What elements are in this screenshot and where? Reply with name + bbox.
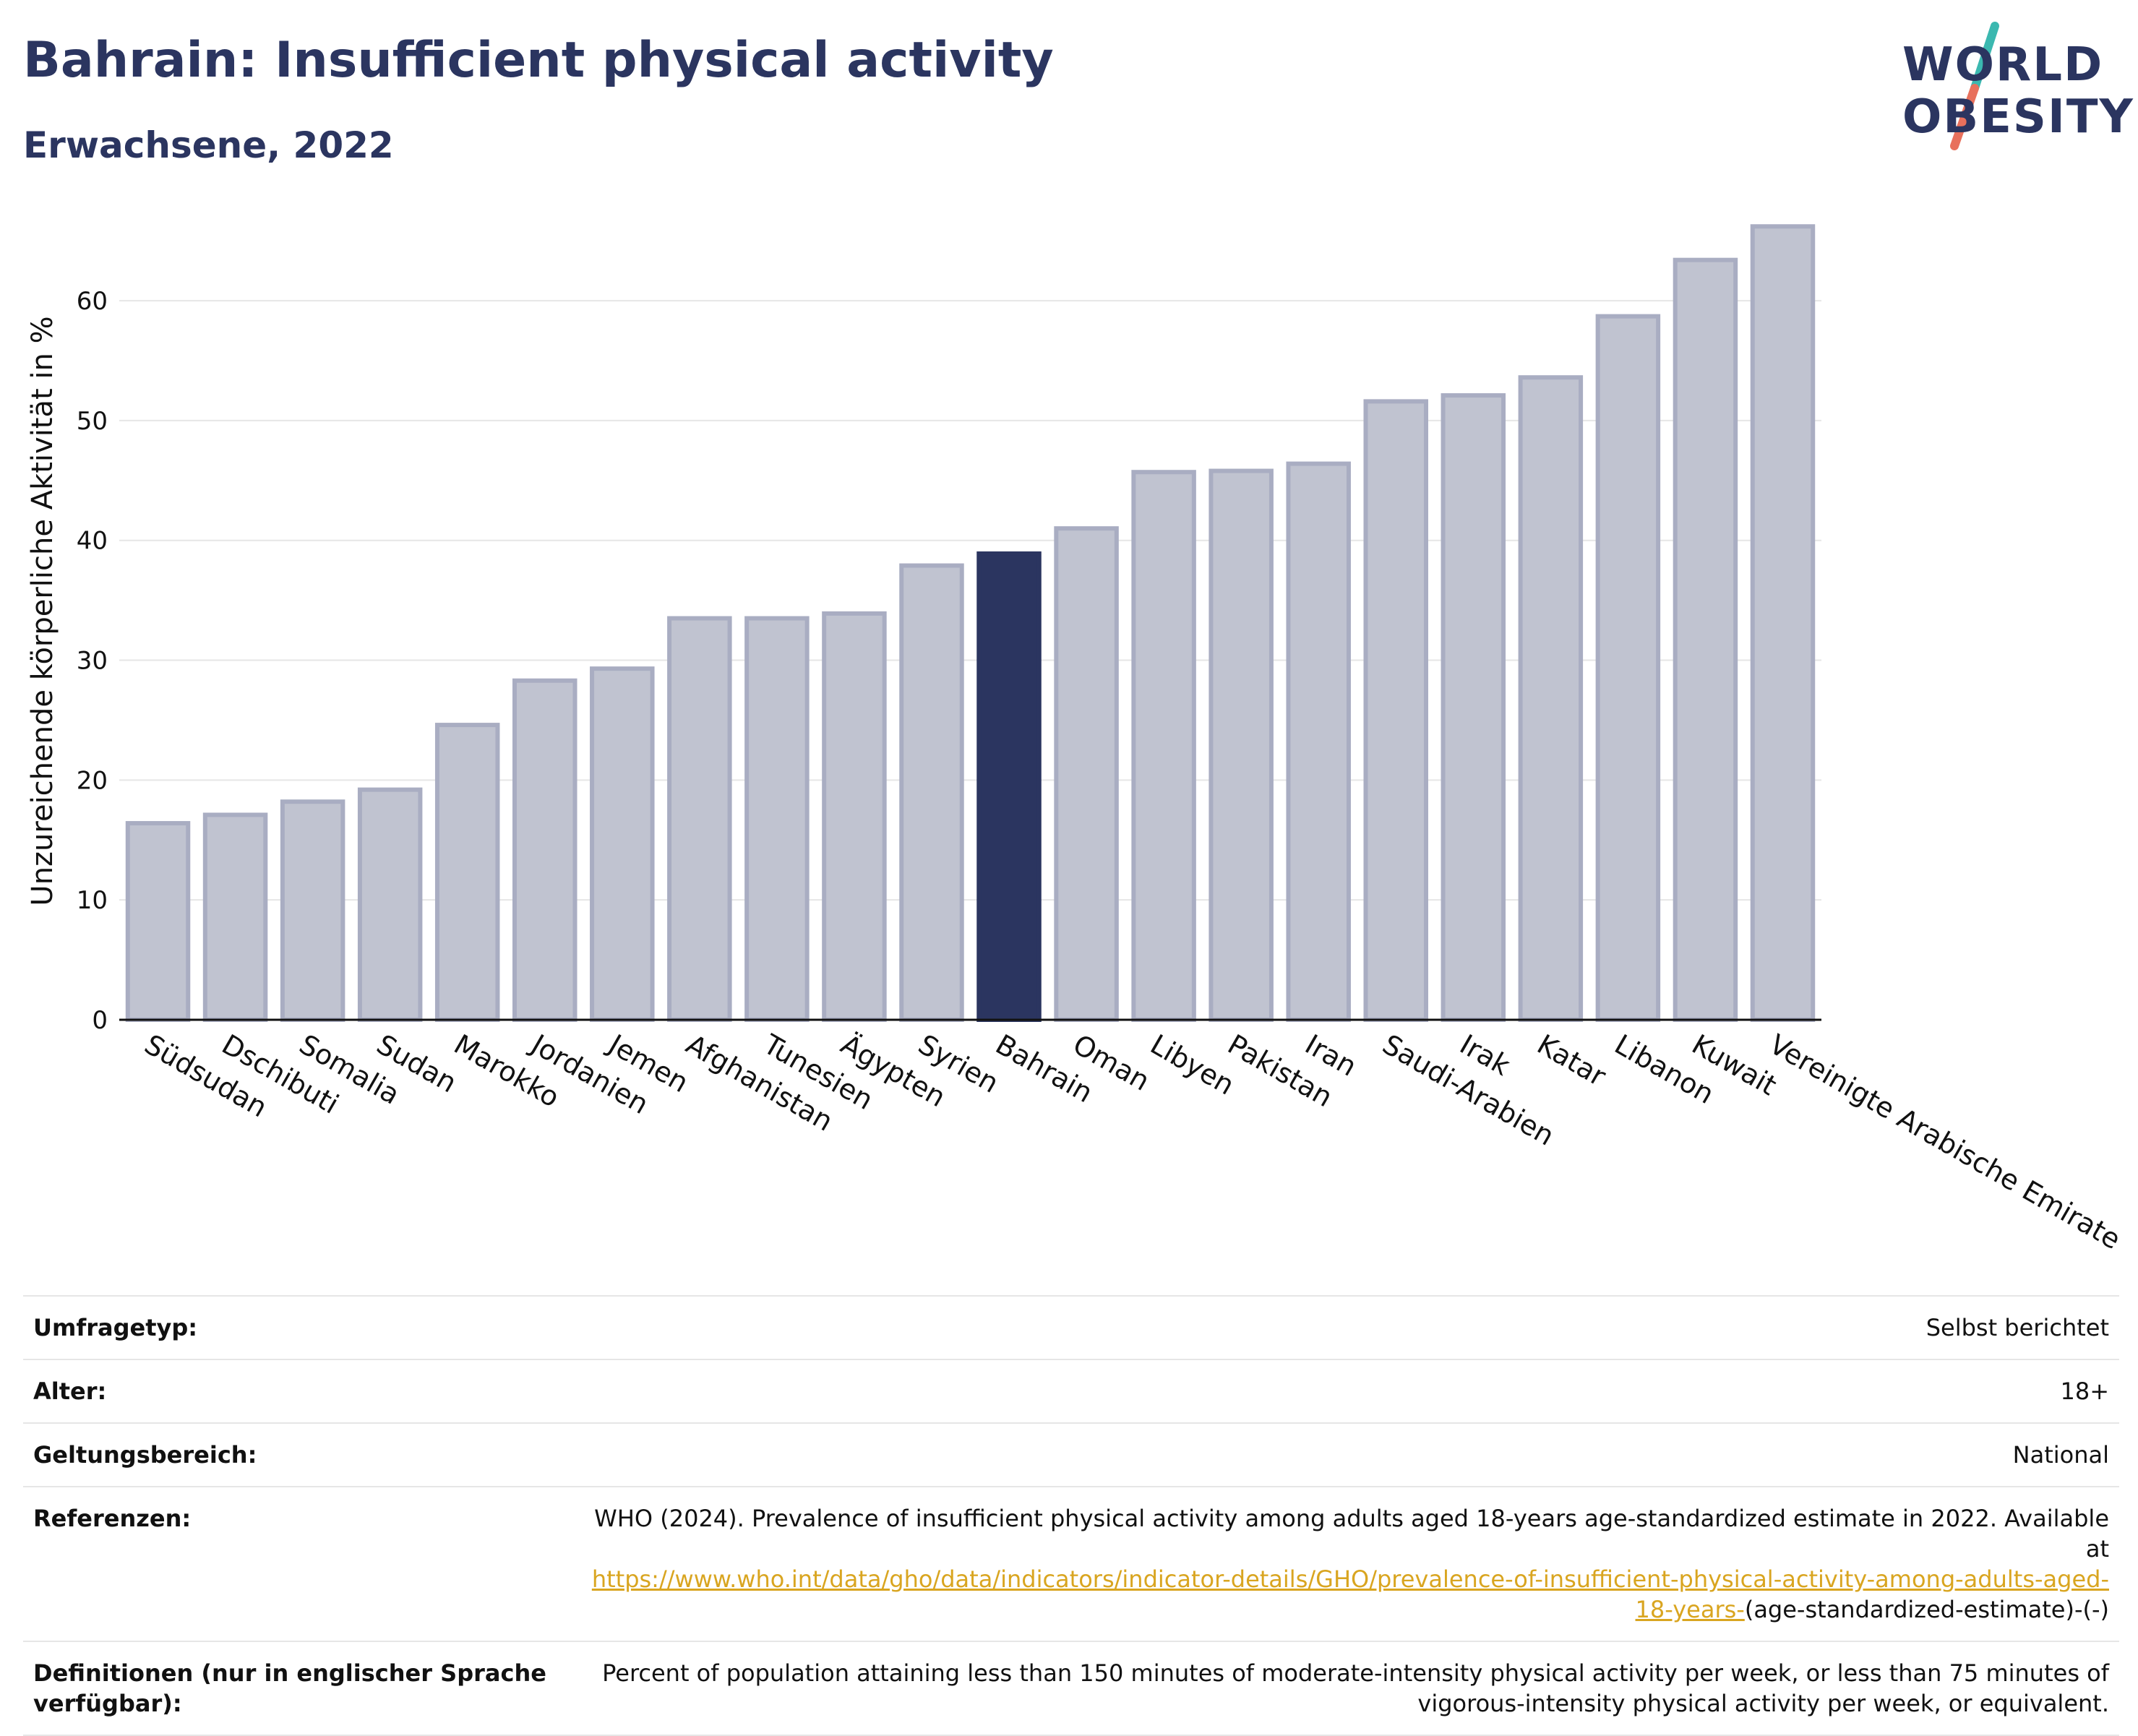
table-row: Referenzen: WHO (2024). Prevalence of in…: [23, 1487, 2119, 1641]
bar: [1208, 468, 1274, 1023]
bar: [202, 812, 268, 1023]
bar: [1363, 399, 1428, 1022]
bar: [1595, 314, 1661, 1022]
info-table: Umfragetyp: Selbst berichtet Alter: 18+ …: [23, 1295, 2119, 1736]
bar: [822, 611, 887, 1022]
bar: [1054, 526, 1119, 1022]
info-value: National: [2012, 1441, 2109, 1469]
y-tick-label: 60: [77, 287, 108, 316]
y-tick-label: 20: [77, 766, 108, 795]
reference-link[interactable]: https://www.who.int/data/gho/data/indica…: [591, 1565, 2109, 1623]
info-label: Definitionen (nur in englischer Sprache …: [33, 1659, 546, 1717]
bar: [744, 616, 810, 1022]
table-row: Definitionen (nur in englischer Sprache …: [23, 1641, 2119, 1735]
chart-subtitle: Erwachsene, 2022: [23, 124, 394, 166]
bar: [590, 666, 655, 1022]
table-row: Geltungsbereich: National: [23, 1423, 2119, 1487]
bar: [1131, 470, 1196, 1023]
x-tick-label: Vereinigte Arabische Emirate: [1764, 1028, 2126, 1256]
info-value: Selbst berichtet: [1926, 1314, 2109, 1341]
info-label: Umfragetyp:: [33, 1314, 198, 1341]
info-value: WHO (2024). Prevalence of insufficient p…: [578, 1487, 2119, 1641]
bar: [1750, 224, 1816, 1023]
table-row: Umfragetyp: Selbst berichtet: [23, 1296, 2119, 1359]
info-label: Referenzen:: [33, 1505, 192, 1532]
info-value: 18+: [2060, 1378, 2109, 1405]
world-obesity-logo: WORLD OBESITY: [1879, 22, 2133, 152]
bar: [280, 799, 345, 1023]
bar: [357, 787, 423, 1023]
bar: [1673, 257, 1738, 1022]
y-tick-label: 50: [77, 407, 108, 436]
bar: [667, 616, 732, 1022]
y-tick-label: 30: [77, 647, 108, 676]
info-label: Alter:: [33, 1378, 107, 1405]
bar: [1518, 375, 1584, 1022]
y-tick-label: 40: [77, 527, 108, 556]
bars: [125, 224, 1816, 1023]
bar: [899, 563, 964, 1022]
info-value: Percent of population attaining less tha…: [602, 1659, 2109, 1717]
bar: [125, 821, 191, 1022]
y-axis-title: Unzureichende körperliche Aktivität in %: [26, 316, 59, 906]
logo-slash-icon: [1950, 22, 1999, 150]
bar: [1441, 393, 1506, 1022]
y-tick-label: 0: [92, 1006, 108, 1035]
bar: [434, 723, 500, 1023]
table-row: Alter: 18+: [23, 1359, 2119, 1423]
x-tick-label: Katar: [1532, 1028, 1611, 1093]
bar: [1286, 461, 1351, 1022]
bar: [512, 678, 578, 1022]
info-label: Geltungsbereich:: [33, 1441, 257, 1469]
x-tick-label: Libyen: [1145, 1028, 1240, 1101]
reference-suffix: (age-standardized-estimate)-(-): [1744, 1596, 2109, 1623]
bar-chart: 0102030405060SüdsudanDschibutiSomaliaSud…: [26, 224, 2126, 1256]
bar-highlight: [976, 551, 1042, 1022]
logo-line-1: WORLD: [1902, 38, 2104, 92]
reference-text: WHO (2024). Prevalence of insufficient p…: [594, 1505, 2109, 1563]
logo-line-2: OBESITY: [1902, 90, 2134, 144]
y-tick-label: 10: [77, 886, 108, 915]
chart-title: Bahrain: Insufficient physical activity: [23, 32, 1054, 89]
